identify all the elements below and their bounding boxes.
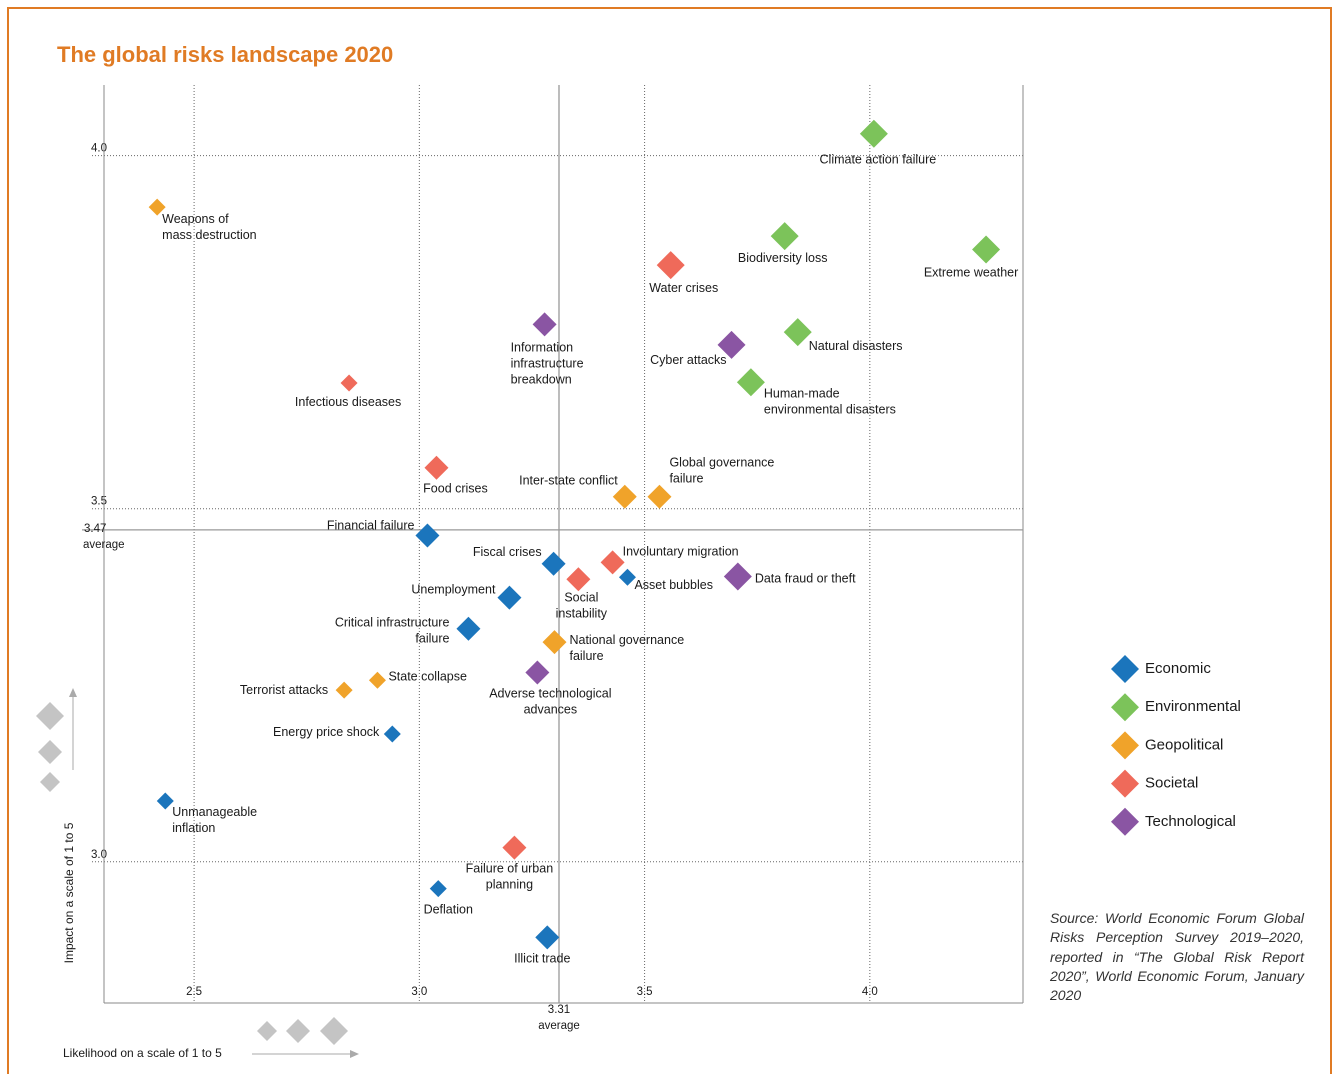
risk-label: Water crises <box>649 281 718 295</box>
risk-marker <box>335 681 353 699</box>
risk-label: Information infrastructure breakdown <box>511 341 584 387</box>
risk-marker <box>340 374 358 392</box>
size-key <box>36 702 348 1045</box>
average-label: average <box>538 1020 580 1032</box>
legend-label: Economic <box>1145 660 1211 677</box>
average-label: average <box>83 539 125 551</box>
x-tick-label: 3.0 <box>411 986 427 998</box>
risk-label: Deflation <box>424 903 473 917</box>
risk-marker <box>972 235 1001 264</box>
risk-label: Infectious diseases <box>295 395 401 409</box>
risk-label: Social instability <box>556 591 608 621</box>
risk-label: Energy price shock <box>273 725 380 739</box>
risk-label: Food crises <box>423 482 488 496</box>
risk-label: Involuntary migration <box>623 545 739 559</box>
risk-marker <box>566 567 591 592</box>
legend-marker <box>1111 731 1139 760</box>
risk-label: Global governance failure <box>669 456 774 486</box>
risk-marker <box>647 484 672 509</box>
risk-label: Terrorist attacks <box>240 683 328 697</box>
risk-label: Extreme weather <box>924 266 1018 280</box>
x-tick-label: 3.5 <box>637 986 653 998</box>
x-tick-label: 2.5 <box>186 986 202 998</box>
x-tick-label: 4.0 <box>862 986 878 998</box>
risk-label: Illicit trade <box>514 952 570 966</box>
risk-label: National governance failure <box>569 633 684 663</box>
y-average-label: 3.47 <box>84 523 106 535</box>
risk-marker <box>429 880 447 898</box>
risk-marker <box>532 312 557 337</box>
risk-marker <box>156 792 174 810</box>
risk-marker <box>502 835 527 860</box>
y-tick-label: 4.0 <box>91 143 107 155</box>
legend-label: Geopolitical <box>1145 736 1223 753</box>
y-tick-label: 3.5 <box>91 496 107 508</box>
risk-marker <box>541 551 566 576</box>
risk-label: Data fraud or theft <box>755 572 856 586</box>
x-axis-title: Likelihood on a scale of 1 to 5 <box>63 1046 222 1060</box>
risk-marker <box>600 550 625 575</box>
risk-label: Weapons of mass destruction <box>162 212 257 242</box>
y-tick-label: 3.0 <box>91 849 107 861</box>
risk-marker <box>497 585 522 610</box>
risk-label: Critical infrastructure failure <box>335 616 450 646</box>
axis-arrows <box>69 688 359 1058</box>
risk-marker <box>424 455 449 480</box>
legend-marker <box>1111 807 1139 836</box>
risk-label: Climate action failure <box>820 153 937 167</box>
legend-marker <box>1111 655 1139 683</box>
risk-marker <box>612 484 637 509</box>
risk-label: Unmanageable inflation <box>172 805 257 835</box>
x-average-label: 3.31 <box>548 1004 570 1016</box>
risk-marker <box>383 725 401 743</box>
y-axis-title: Impact on a scale of 1 to 5 <box>62 822 76 963</box>
chart-title: The global risks landscape 2020 <box>57 42 393 67</box>
risk-marker <box>783 318 812 347</box>
risk-marker <box>415 523 440 548</box>
legend-marker <box>1111 769 1139 798</box>
risk-label: State collapse <box>388 670 467 684</box>
risk-label: Biodiversity loss <box>738 251 828 265</box>
legend-label: Technological <box>1145 813 1236 830</box>
risk-label: Financial failure <box>327 519 415 533</box>
risk-label: Failure of urban planning <box>466 862 554 892</box>
source-note: Source: World Economic Forum Global Risk… <box>1050 910 1304 1004</box>
risk-marker <box>456 616 481 641</box>
legend-label: Societal <box>1145 775 1198 792</box>
risk-label: Human-made environmental disasters <box>764 387 896 417</box>
risk-label: Cyber attacks <box>650 353 726 367</box>
risk-marker <box>535 925 560 950</box>
risk-marker <box>859 119 888 148</box>
risk-marker <box>525 660 550 685</box>
risk-label: Natural disasters <box>809 339 903 353</box>
risk-marker <box>656 251 685 280</box>
risk-marker <box>148 198 166 216</box>
frame <box>7 7 1332 1074</box>
risk-label: Unemployment <box>411 583 496 597</box>
risk-label: Asset bubbles <box>634 578 713 592</box>
risk-marker <box>542 630 567 655</box>
risk-label: Fiscal crises <box>473 545 542 559</box>
risk-label: Adverse technological advances <box>489 687 611 717</box>
legend-marker <box>1111 693 1139 722</box>
risk-marker <box>618 568 636 586</box>
risk-marker <box>770 222 799 251</box>
risk-marker <box>736 368 765 397</box>
risk-marker <box>368 671 386 689</box>
risk-marker <box>723 562 752 591</box>
legend-label: Environmental <box>1145 698 1241 715</box>
risk-label: Inter-state conflict <box>519 474 618 488</box>
risk-marker <box>717 330 746 359</box>
